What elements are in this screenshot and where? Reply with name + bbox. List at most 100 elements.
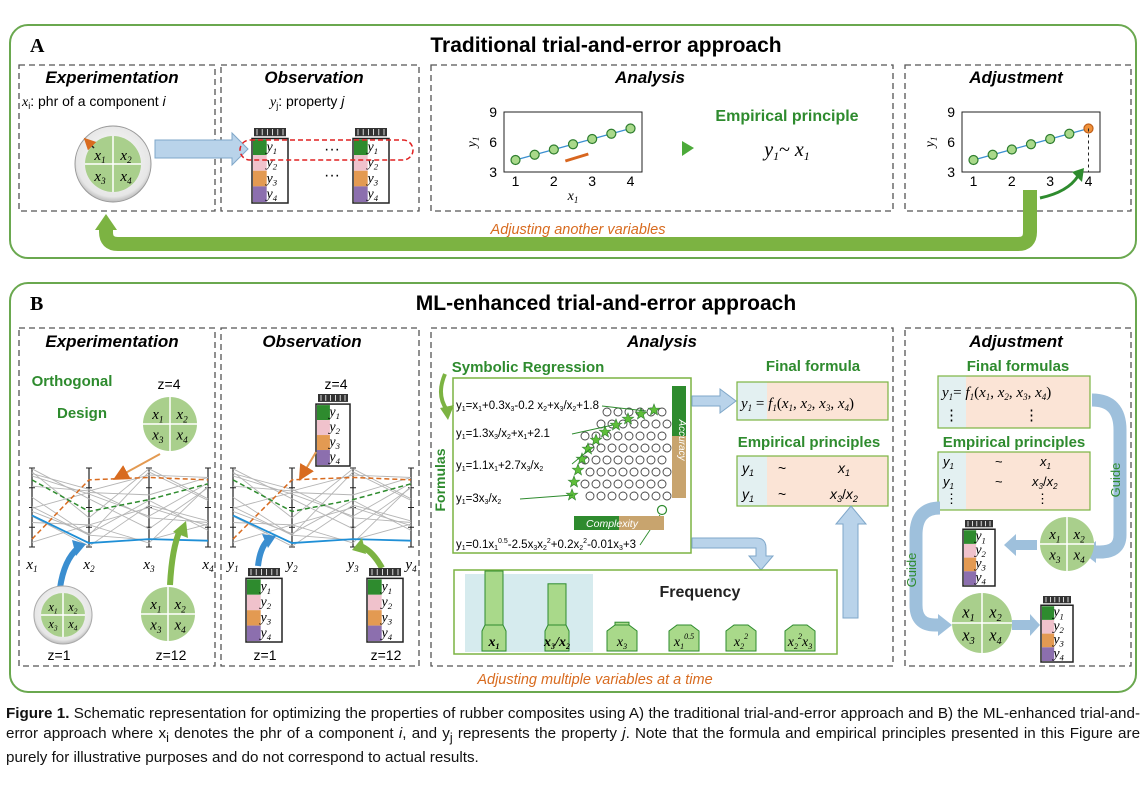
jar-layer-2 <box>317 420 330 436</box>
a-principle-title: Empirical principle <box>715 108 858 125</box>
sr-candidate <box>585 467 595 477</box>
x-tick: 3 <box>1046 173 1054 189</box>
sr-candidate <box>613 479 623 489</box>
b-obs-z12-label: z=12 <box>371 647 402 663</box>
b-adj-empirical-box <box>937 451 1091 511</box>
caption-text-1: Schematic representation for optimizing … <box>6 705 1141 742</box>
data-point <box>1025 139 1037 150</box>
b-complexity-label: Complexity <box>586 518 639 530</box>
y-tick: 3 <box>947 164 955 180</box>
caption-figure-number: Figure 1. <box>6 705 70 722</box>
a-experimentation-heading: Experimentation <box>45 68 178 87</box>
series-line <box>232 504 412 547</box>
sr-candidate <box>640 491 650 501</box>
b-formula-1: y1=x1+0.3x3-0.2 x2+x3/x2+1.8 <box>456 400 599 413</box>
b-observation-heading: Observation <box>262 332 361 351</box>
z4-arrow <box>112 453 161 480</box>
dish-x2: x2 <box>67 600 77 616</box>
jar-layer-4 <box>253 186 267 202</box>
jar-layer-1 <box>1042 606 1055 620</box>
b-accuracy-label: Accuracy <box>676 418 687 461</box>
sr-candidate <box>613 431 623 441</box>
axis-label-x1: x1 <box>25 557 37 574</box>
sr-candidate <box>629 467 639 477</box>
svg-text:y1: y1 <box>942 474 954 491</box>
frequency-base-1 <box>481 624 507 652</box>
b-guide-arrow-left <box>909 501 942 632</box>
jar-layer-1 <box>354 139 368 156</box>
jar-layer-1 <box>368 579 382 595</box>
formula-pointer <box>571 448 591 465</box>
b-formula-5: y1=0.1x10.5-2.5x3x22+0.2x22-0.01x3+3 <box>456 538 636 552</box>
sr-candidate <box>629 491 639 501</box>
svg-text:x1: x1 <box>1039 454 1051 471</box>
b-arrow-to-frequency <box>691 537 775 571</box>
b-parallel-coords-x: x1 x2 x3 x4 <box>25 453 214 589</box>
b-adj-empirical-title: Empirical principles <box>943 434 1086 451</box>
b-orthogonal-label-1: Orthogonal <box>32 373 113 390</box>
frequency-base-5 <box>725 624 757 652</box>
b-formula-4: y1=3x3/x2 <box>456 493 501 506</box>
b-adj-emp-bg-right <box>966 452 1090 510</box>
sr-candidate <box>651 443 661 453</box>
b-frequency-box <box>453 569 838 655</box>
sr-candidate <box>596 443 606 453</box>
data-point <box>548 144 559 155</box>
series-line-highlight-blue <box>232 514 412 544</box>
a-y1-highlight <box>239 139 414 161</box>
sr-candidate <box>662 467 672 477</box>
b-final-formula-box <box>736 381 889 421</box>
b-final-formula-bg-right <box>767 382 888 420</box>
sr-candidate <box>657 479 667 489</box>
b-z1-label: z=1 <box>48 647 71 663</box>
axis-label-y3: y3 <box>345 557 359 574</box>
b-adj-final-bg-right <box>966 376 1090 428</box>
caption-sub-j: j <box>449 731 453 746</box>
jar-layer-2 <box>247 594 261 611</box>
series-line <box>31 475 209 517</box>
formula-pointer <box>601 405 647 412</box>
caption-i: i <box>398 725 403 742</box>
a-jar-dots-2: ··· <box>324 167 340 184</box>
jar-layer-4 <box>247 625 261 641</box>
sr-candidate <box>629 443 639 453</box>
axis-label-x2: x2 <box>82 557 95 574</box>
svg-text:~: ~ <box>995 474 1003 489</box>
data-point <box>567 139 579 150</box>
x-tick: 2 <box>550 173 558 189</box>
data-point <box>529 149 540 160</box>
sr-candidate <box>607 491 617 501</box>
dish-x4: x4 <box>67 617 77 633</box>
frequency-base-4 <box>668 624 700 652</box>
jar-lid <box>369 568 401 577</box>
b-guide-label-left: Guide <box>904 553 919 588</box>
a-x-definition: xi: phr of a component i <box>21 93 167 111</box>
axis-label-x4: x4 <box>201 557 214 574</box>
svg-text:x3/x2: x3/x2 <box>1031 474 1058 491</box>
b-orthogonal-label-2: Design <box>57 405 107 422</box>
sr-candidate <box>607 467 617 477</box>
panel-a-letter: A <box>30 35 45 57</box>
jar-layer-1 <box>253 139 267 156</box>
b-parallel-coords-y: y1 y2 y3 y4 <box>225 451 417 574</box>
b-adj-arrow-to-jar-2 <box>1012 614 1040 636</box>
series-line-highlight-green <box>232 479 412 513</box>
b-adjustment-heading: Adjustment <box>968 332 1064 351</box>
frequency-base-3 <box>606 624 638 652</box>
dish-x3: x3 <box>48 617 58 633</box>
sr-candidate <box>657 431 667 441</box>
x-tick: 2 <box>1008 173 1016 189</box>
jar-layer-3 <box>317 435 330 451</box>
panel-b-letter: B <box>30 293 43 315</box>
obs-z12-arrowhead <box>352 538 366 554</box>
sr-candidate <box>624 479 634 489</box>
frequency-label: x3 <box>616 635 627 651</box>
panel-a-title: Traditional trial-and-error approach <box>430 34 781 57</box>
series-line <box>31 499 209 535</box>
b-adj-final-box <box>937 375 1091 429</box>
frequency-base-2 <box>544 624 570 652</box>
b-sr-curve-arrowhead <box>440 405 454 420</box>
